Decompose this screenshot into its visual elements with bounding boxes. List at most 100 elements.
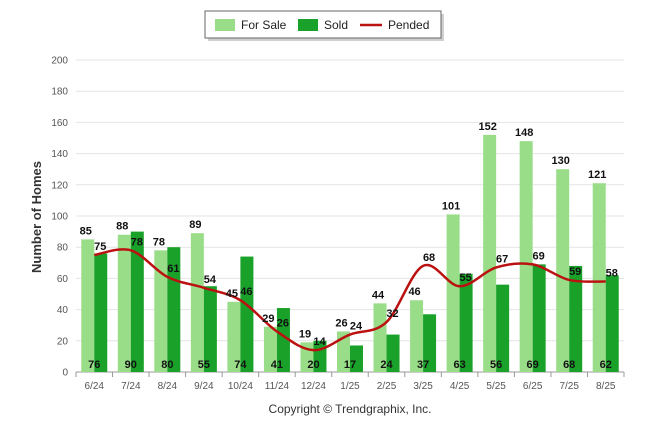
y-tick-label: 80 <box>57 243 69 254</box>
data-label-pended: 54 <box>204 274 217 286</box>
x-tick-label: 10/24 <box>228 381 253 392</box>
data-label-pended: 46 <box>240 286 252 298</box>
legend-label-sold: Sold <box>324 18 348 32</box>
data-label-sold: 37 <box>417 359 429 371</box>
x-tick-label: 9/24 <box>194 381 214 392</box>
bar-sold <box>203 286 217 372</box>
data-label-pended: 67 <box>496 253 508 265</box>
data-label-for-sale: 29 <box>262 313 274 325</box>
x-tick-label: 3/25 <box>413 381 433 392</box>
data-label-for-sale: 78 <box>153 236 165 248</box>
data-label-pended: 61 <box>167 263 179 275</box>
bar-sold <box>94 253 108 372</box>
data-label-pended: 32 <box>386 308 398 320</box>
data-label-for-sale: 19 <box>299 328 311 340</box>
y-tick-label: 40 <box>57 305 69 316</box>
data-label-pended: 24 <box>350 321 363 333</box>
bar-for-sale <box>154 250 168 372</box>
data-label-for-sale: 26 <box>335 317 347 329</box>
data-label-sold: 20 <box>307 359 319 371</box>
legend-label-for-sale: For Sale <box>241 18 287 32</box>
bar-sold <box>532 264 546 372</box>
x-tick-label: 8/25 <box>596 381 616 392</box>
bar-for-sale <box>556 169 570 372</box>
bar-for-sale <box>410 300 424 372</box>
y-axis-label: Number of Homes <box>29 161 44 273</box>
legend: For Sale Sold Pended <box>204 10 444 41</box>
legend-box <box>204 10 442 39</box>
data-label-for-sale: 89 <box>189 219 201 231</box>
y-tick-label: 160 <box>51 118 68 129</box>
bar-for-sale <box>519 141 533 372</box>
data-label-pended: 59 <box>569 266 581 278</box>
line-layer <box>94 248 606 352</box>
data-label-sold: 62 <box>600 359 612 371</box>
bar-sold <box>569 265 583 372</box>
data-label-sold: 41 <box>271 359 283 371</box>
y-tick-label: 20 <box>57 336 69 347</box>
legend-label-pended: Pended <box>388 18 429 32</box>
x-tick-label: 7/25 <box>559 381 579 392</box>
data-label-for-sale: 44 <box>372 289 385 301</box>
data-label-sold: 90 <box>125 359 137 371</box>
bar-for-sale <box>373 303 387 372</box>
data-label-for-sale: 148 <box>515 127 533 139</box>
data-label-for-sale: 45 <box>226 288 238 300</box>
data-label-pended: 78 <box>131 236 143 248</box>
data-label-sold: 76 <box>88 359 100 371</box>
data-label-for-sale: 88 <box>116 221 128 233</box>
x-tick-label: 11/24 <box>265 381 290 392</box>
data-label-pended: 69 <box>533 250 545 262</box>
x-tick-label: 6/25 <box>523 381 543 392</box>
x-tick-label: 4/25 <box>450 381 470 392</box>
data-label-for-sale: 46 <box>408 286 420 298</box>
x-tick-label: 6/24 <box>85 381 105 392</box>
data-label-sold: 63 <box>453 359 465 371</box>
y-tick-label: 120 <box>51 180 68 191</box>
bar-for-sale <box>190 233 204 372</box>
y-tick-label: 200 <box>51 56 68 67</box>
bar-for-sale <box>337 331 350 372</box>
data-label-sold: 24 <box>380 359 393 371</box>
bar-sold <box>130 231 144 372</box>
bar-sold <box>350 345 363 372</box>
data-label-for-sale: 85 <box>80 225 92 237</box>
y-tick-label: 140 <box>51 149 68 160</box>
y-tick-label: 180 <box>51 87 68 98</box>
data-label-pended: 68 <box>423 252 435 264</box>
data-label-sold: 74 <box>234 359 247 371</box>
x-tick-label: 12/24 <box>301 381 326 392</box>
legend-swatch-for-sale <box>215 19 235 31</box>
data-label-sold: 55 <box>198 359 210 371</box>
data-label-pended: 75 <box>94 241 106 253</box>
x-tick-label: 2/25 <box>377 381 397 392</box>
line-pended <box>94 248 606 352</box>
bar-for-sale <box>227 301 241 372</box>
data-label-sold: 80 <box>161 359 173 371</box>
copyright-credit: Copyright © Trendgraphix, Inc. <box>269 402 432 416</box>
data-label-sold: 69 <box>527 359 539 371</box>
bar-sold <box>386 334 400 372</box>
bar-for-sale <box>81 239 95 372</box>
data-label-pended: 58 <box>606 268 618 280</box>
x-tick-label: 7/24 <box>121 381 141 392</box>
x-tick-label: 5/25 <box>486 381 506 392</box>
y-tick-label: 100 <box>51 212 68 223</box>
data-label-for-sale: 121 <box>588 169 606 181</box>
data-label-sold: 17 <box>344 359 356 371</box>
bar-sold <box>496 284 510 372</box>
bar-for-sale <box>446 214 460 372</box>
data-label-pended: 55 <box>459 272 471 284</box>
bar-sold <box>605 275 619 372</box>
bar-sold <box>276 308 290 372</box>
bar-sold <box>240 256 254 372</box>
y-tick-label: 60 <box>57 274 69 285</box>
bar-for-sale <box>263 326 277 372</box>
y-tick-label: 0 <box>62 368 68 379</box>
data-label-pended: 14 <box>313 336 326 348</box>
data-label-pended: 26 <box>277 317 289 329</box>
bar-sold <box>459 273 473 372</box>
